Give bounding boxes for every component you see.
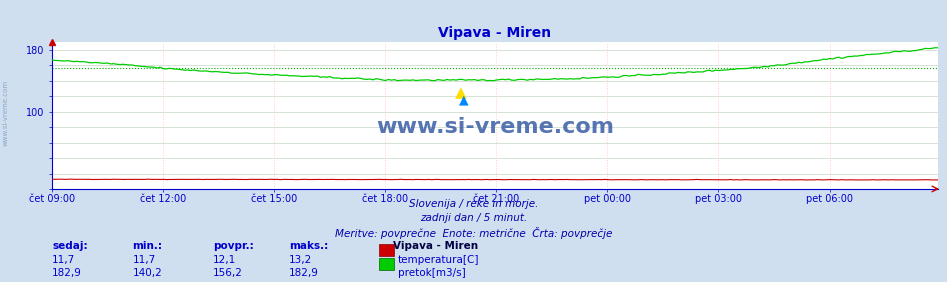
Text: 13,2: 13,2 (289, 255, 313, 265)
Text: 182,9: 182,9 (289, 268, 319, 278)
Text: 11,7: 11,7 (52, 255, 76, 265)
Text: Meritve: povprečne  Enote: metrične  Črta: povprečje: Meritve: povprečne Enote: metrične Črta:… (335, 227, 612, 239)
Text: 140,2: 140,2 (133, 268, 162, 278)
Text: 182,9: 182,9 (52, 268, 82, 278)
Text: zadnji dan / 5 minut.: zadnji dan / 5 minut. (420, 213, 527, 223)
Text: ▲: ▲ (459, 93, 469, 106)
Text: www.si-vreme.com: www.si-vreme.com (3, 80, 9, 146)
Text: maks.:: maks.: (289, 241, 328, 251)
Text: ▲: ▲ (456, 85, 467, 100)
Text: 12,1: 12,1 (213, 255, 237, 265)
Text: Slovenija / reke in morje.: Slovenija / reke in morje. (409, 199, 538, 209)
Text: Vipava - Miren: Vipava - Miren (393, 241, 478, 251)
Text: pretok[m3/s]: pretok[m3/s] (398, 268, 466, 278)
Text: 156,2: 156,2 (213, 268, 243, 278)
Text: temperatura[C]: temperatura[C] (398, 255, 479, 265)
Text: min.:: min.: (133, 241, 163, 251)
Text: 11,7: 11,7 (133, 255, 156, 265)
Text: povpr.:: povpr.: (213, 241, 254, 251)
Text: www.si-vreme.com: www.si-vreme.com (376, 117, 614, 137)
Title: Vipava - Miren: Vipava - Miren (438, 26, 551, 40)
Text: sedaj:: sedaj: (52, 241, 88, 251)
